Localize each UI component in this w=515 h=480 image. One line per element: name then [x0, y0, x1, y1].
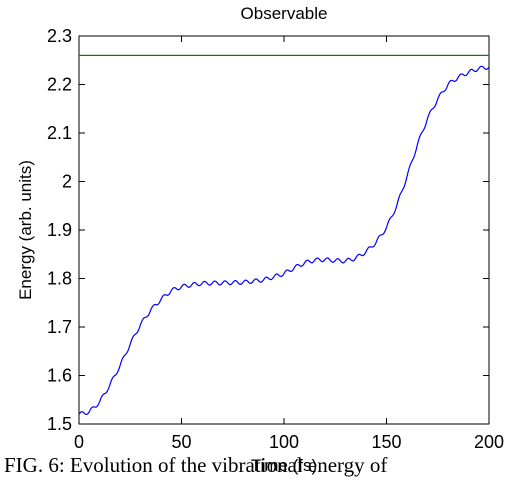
y-tick-label: 1.8	[47, 269, 72, 289]
y-tick-label: 2.2	[47, 75, 72, 95]
x-tick-label: 200	[474, 432, 504, 452]
chart-title: Observable	[241, 4, 328, 23]
x-tick-label: 150	[371, 432, 401, 452]
y-tick-label: 2	[62, 172, 72, 192]
y-tick-label: 1.7	[47, 317, 72, 337]
y-tick-label: 2.1	[47, 123, 72, 143]
y-axis-label: Energy (arb. units)	[16, 160, 35, 300]
y-tick-label: 1.9	[47, 220, 72, 240]
x-tick-label: 50	[171, 432, 191, 452]
y-tick-label: 1.5	[47, 414, 72, 434]
x-tick-label: 100	[269, 432, 299, 452]
x-axis-label: Time (fs)	[251, 456, 317, 475]
series-group	[78, 54, 490, 416]
x-tick-label: 0	[74, 432, 84, 452]
figure-caption: FIG. 6: Evolution of the vibrational ene…	[4, 453, 388, 477]
plot-frame	[78, 35, 490, 425]
y-tick-label: 2.3	[47, 26, 72, 46]
tick-marks	[78, 35, 490, 425]
energy-series-line	[78, 65, 490, 416]
tick-labels: 0 50 100 150 200 1.5 1.6 1.7 1.8 1.9 2 2.1 2.2 2.3	[47, 26, 504, 452]
y-tick-label: 1.6	[47, 366, 72, 386]
